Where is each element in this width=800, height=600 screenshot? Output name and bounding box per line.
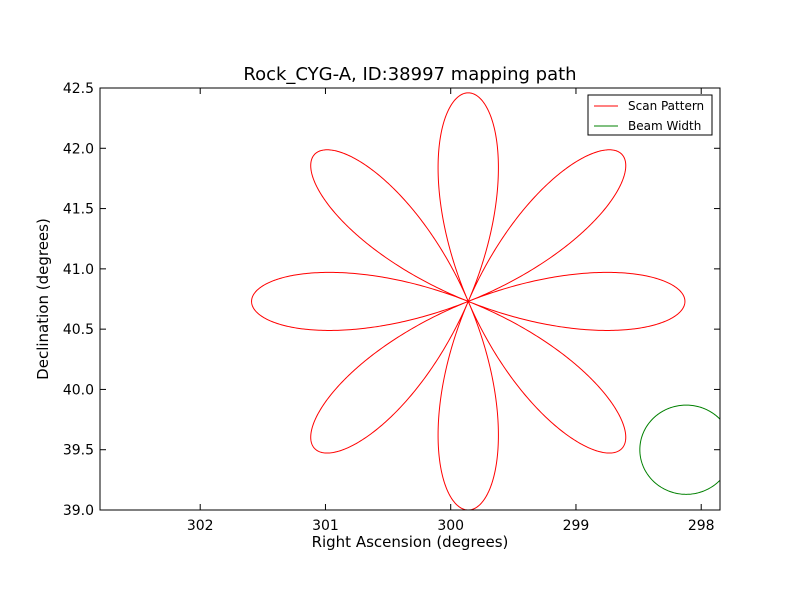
y-axis-label: Declination (degrees) [34, 218, 52, 380]
y-tick-label: 39.0 [63, 503, 94, 519]
plot-frame [99, 87, 721, 511]
x-tick-label: 301 [312, 518, 339, 534]
x-tick-label: 299 [563, 518, 590, 534]
x-tick-label: 300 [437, 518, 464, 534]
chart-title: Rock_CYG-A, ID:38997 mapping path [243, 64, 576, 85]
y-tick-label: 40.5 [63, 322, 94, 338]
y-tick-label: 41.0 [63, 262, 94, 278]
y-tick-label: 42.5 [63, 81, 94, 97]
y-tick-label: 40.0 [63, 382, 94, 398]
x-tick-label: 298 [688, 518, 715, 534]
y-tick-label: 39.5 [63, 443, 94, 459]
legend-label: Scan Pattern [628, 99, 704, 113]
legend-label: Beam Width [628, 119, 701, 133]
series-scan-pattern [251, 92, 686, 510]
x-tick-label: 302 [187, 518, 214, 534]
series-beam-width [639, 404, 720, 495]
y-tick-label: 41.5 [63, 202, 94, 218]
x-axis-label: Right Ascension (degrees) [312, 533, 509, 551]
legend-box [587, 94, 713, 136]
y-tick-label: 42.0 [63, 141, 94, 157]
legend: Scan Pattern Beam Width [587, 94, 713, 136]
